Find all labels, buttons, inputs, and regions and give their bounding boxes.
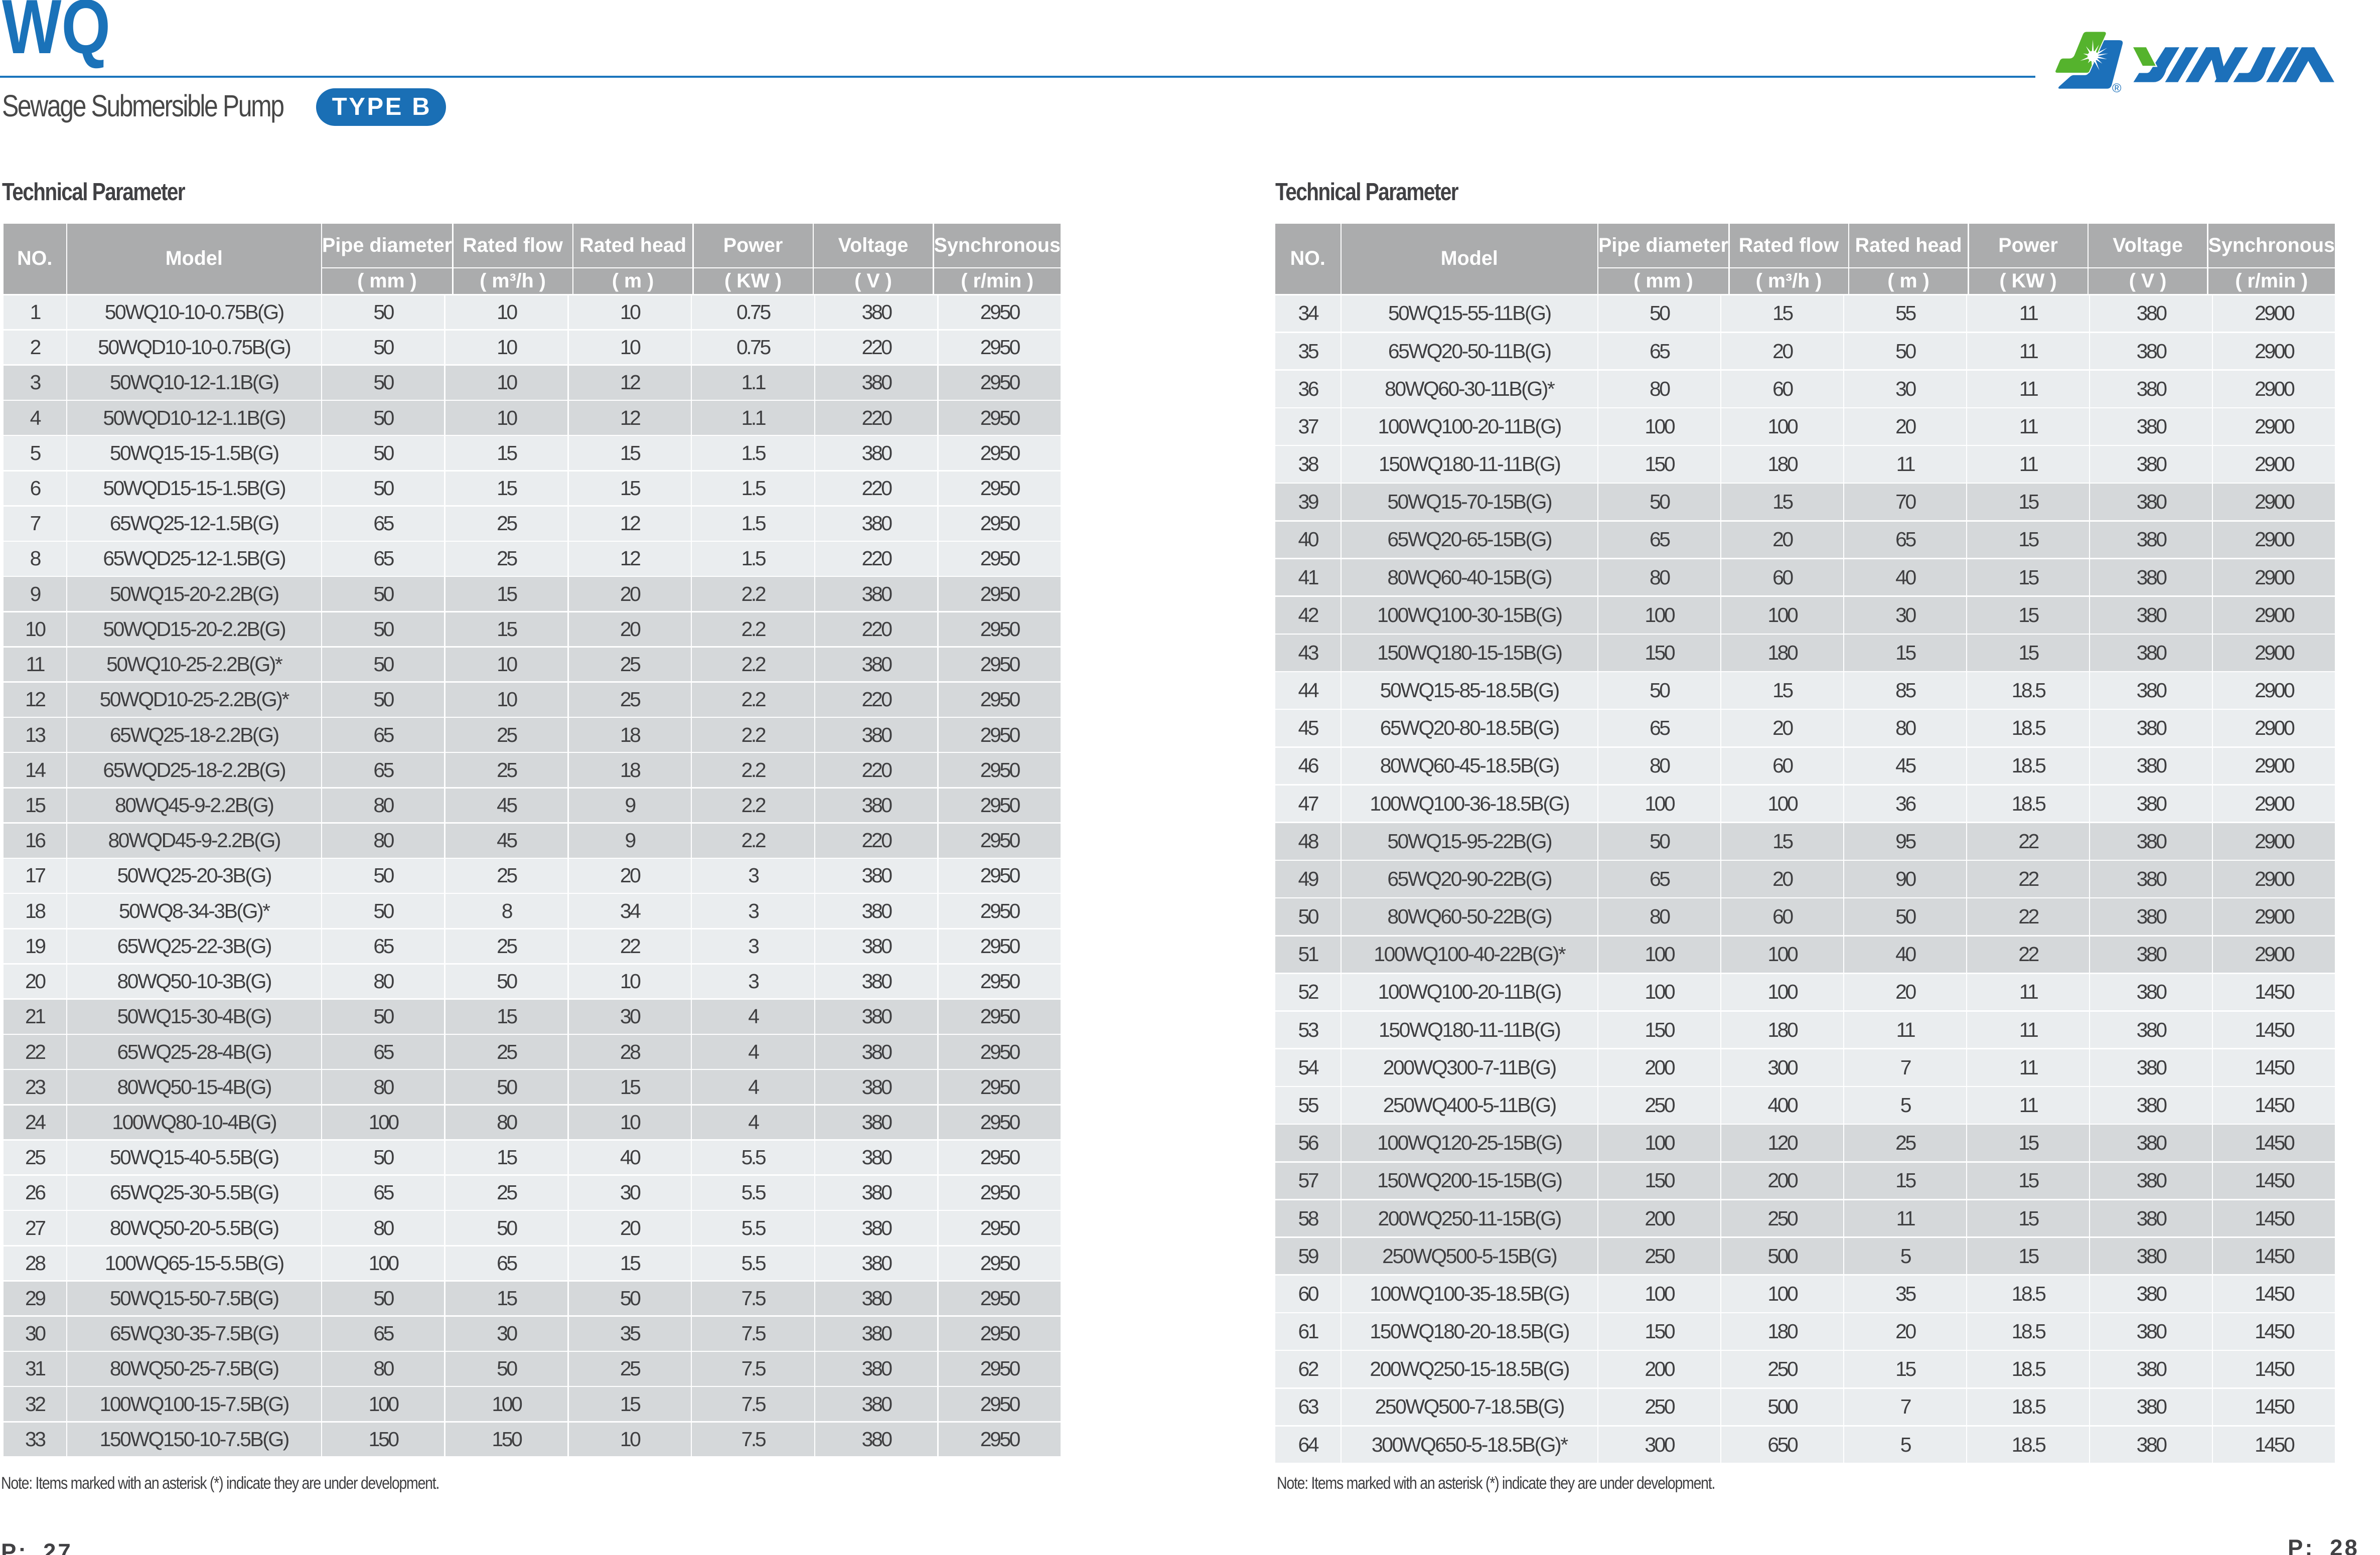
svg-text:®: ®	[2112, 81, 2122, 95]
